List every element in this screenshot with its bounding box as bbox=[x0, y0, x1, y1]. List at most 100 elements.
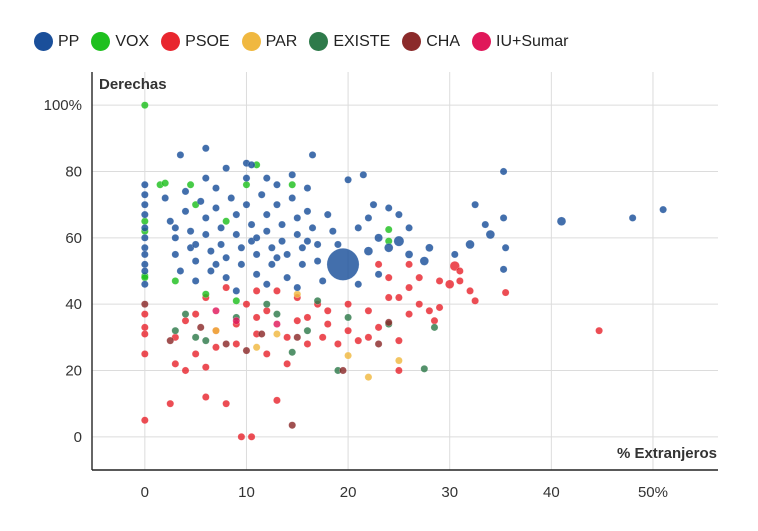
data-point-pp bbox=[485, 229, 496, 240]
data-point-pp bbox=[273, 200, 281, 209]
data-point-pp bbox=[298, 243, 307, 252]
data-point-iusumar bbox=[232, 316, 241, 325]
data-point-pp bbox=[222, 273, 230, 282]
data-point-psoe bbox=[201, 363, 210, 372]
data-point-pp bbox=[262, 227, 271, 236]
data-point-existe bbox=[303, 326, 312, 335]
data-point-existe bbox=[171, 326, 180, 335]
legend-item: IU+Sumar bbox=[472, 32, 568, 51]
data-point-cha bbox=[339, 366, 347, 375]
data-point-pp bbox=[161, 194, 170, 202]
data-point-psoe bbox=[140, 350, 149, 358]
data-point-psoe bbox=[344, 300, 352, 309]
data-point-psoe bbox=[456, 277, 464, 285]
legend-marker bbox=[161, 32, 181, 51]
data-point-pp bbox=[140, 280, 149, 289]
data-point-pp bbox=[318, 277, 327, 285]
legend-marker bbox=[309, 32, 329, 51]
data-point-pp bbox=[217, 224, 225, 232]
legend-label: CHA bbox=[426, 32, 461, 50]
data-point-pp bbox=[288, 170, 297, 179]
y-tick-label: 60 bbox=[65, 230, 82, 247]
data-point-psoe bbox=[374, 323, 383, 332]
legend-label: EXISTE bbox=[333, 32, 391, 50]
data-point-psoe bbox=[283, 360, 291, 368]
data-point-pp bbox=[450, 250, 459, 259]
data-point-pp bbox=[242, 174, 251, 182]
y-axis-label: Derechas bbox=[99, 76, 167, 93]
data-point-pp bbox=[140, 260, 149, 269]
data-point-psoe bbox=[181, 366, 190, 375]
data-point-psoe bbox=[430, 316, 439, 325]
data-point-pp bbox=[303, 184, 312, 192]
data-point-pp bbox=[395, 210, 403, 219]
data-point-psoe bbox=[405, 260, 413, 269]
data-point-cha bbox=[222, 340, 230, 348]
x-axis-label: % Extranjeros bbox=[617, 445, 717, 462]
data-point-pp bbox=[369, 200, 378, 209]
data-point-vox bbox=[140, 101, 149, 110]
data-point-psoe bbox=[140, 416, 149, 425]
data-point-pp bbox=[140, 233, 149, 242]
data-point-psoe bbox=[252, 313, 261, 322]
data-point-psoe bbox=[181, 316, 190, 325]
data-point-psoe bbox=[247, 432, 256, 441]
data-point-pp bbox=[171, 233, 180, 242]
data-point-pp bbox=[303, 237, 312, 245]
data-point-pp bbox=[262, 280, 271, 289]
data-point-pp bbox=[465, 239, 475, 250]
x-tick-label: 40 bbox=[543, 484, 560, 501]
data-point-iusumar bbox=[273, 320, 281, 328]
data-point-pp bbox=[140, 267, 149, 275]
data-point-pp bbox=[262, 174, 271, 182]
data-point-psoe bbox=[283, 333, 291, 342]
legend-marker bbox=[34, 32, 53, 51]
data-point-pp bbox=[268, 260, 276, 269]
data-point-pp bbox=[273, 180, 281, 189]
data-point-pp bbox=[501, 243, 510, 252]
data-point-pp bbox=[237, 243, 246, 252]
data-point-pp bbox=[659, 205, 667, 214]
data-point-pp bbox=[140, 200, 149, 209]
data-point-psoe bbox=[435, 277, 444, 285]
legend-label: IU+Sumar bbox=[496, 32, 569, 50]
data-point-pp bbox=[303, 207, 312, 216]
data-point-pp bbox=[323, 210, 332, 219]
data-point-psoe bbox=[318, 333, 327, 342]
data-point-pp bbox=[313, 257, 322, 265]
data-point-vox bbox=[186, 180, 195, 189]
data-point-psoe bbox=[242, 300, 251, 309]
legend-item: VOX bbox=[91, 32, 149, 51]
legend-label: PAR bbox=[265, 32, 298, 50]
data-point-pp bbox=[252, 250, 261, 259]
data-point-pp bbox=[242, 200, 251, 209]
data-point-pp bbox=[374, 233, 383, 243]
data-point-psoe bbox=[303, 340, 312, 348]
data-point-pp bbox=[207, 247, 215, 255]
data-point-pp bbox=[176, 267, 185, 275]
data-point-psoe bbox=[237, 432, 246, 441]
data-point-pp bbox=[247, 237, 256, 245]
data-point-psoe bbox=[323, 306, 332, 315]
data-point-pp bbox=[140, 243, 149, 252]
data-point-psoe bbox=[595, 326, 603, 335]
y-tick-label: 100% bbox=[44, 97, 82, 114]
data-point-vox bbox=[161, 179, 170, 187]
data-point-pp bbox=[283, 273, 291, 282]
data-point-pp bbox=[628, 214, 637, 222]
y-tick-label: 20 bbox=[65, 363, 82, 380]
data-point-pp bbox=[140, 224, 149, 232]
data-point-psoe bbox=[405, 283, 413, 292]
data-point-existe bbox=[262, 300, 271, 309]
legend-marker bbox=[402, 32, 422, 51]
data-point-pp bbox=[212, 204, 220, 212]
data-point-pp bbox=[227, 194, 236, 202]
data-point-psoe bbox=[374, 260, 383, 269]
data-point-pp bbox=[247, 161, 256, 169]
data-point-psoe bbox=[140, 310, 149, 318]
legend-item: PP bbox=[34, 32, 79, 51]
data-point-psoe bbox=[415, 300, 424, 309]
data-point-par bbox=[293, 290, 302, 299]
legend: PP VOX PSOE PAR EXISTE CHA IU+Sumar bbox=[34, 32, 580, 51]
data-point-pp bbox=[222, 164, 230, 173]
